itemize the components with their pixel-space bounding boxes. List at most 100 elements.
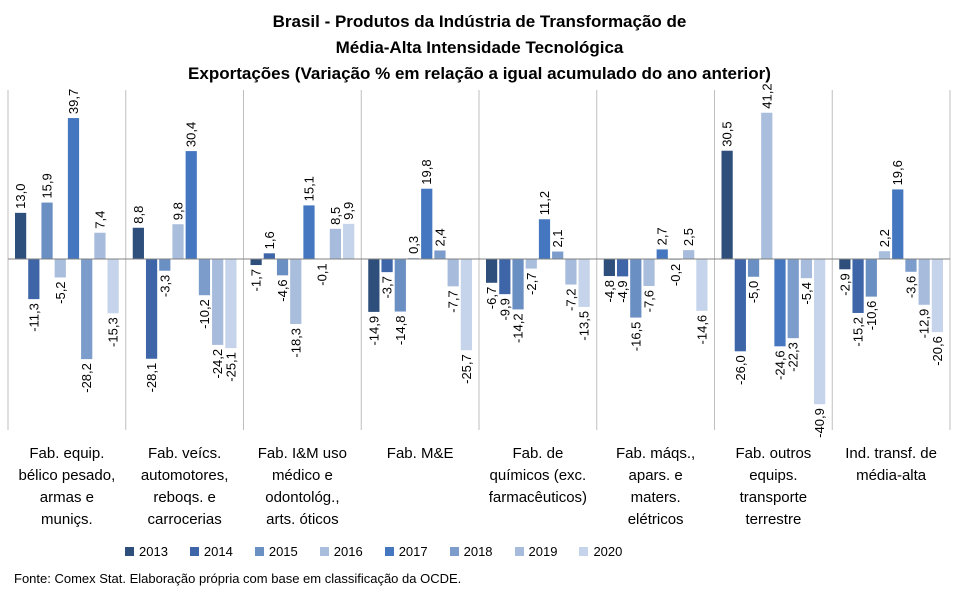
data-label-2014-cat-3: -3,7 [380,276,395,298]
bar-2017-cat-1 [185,151,197,259]
legend-swatch [189,546,199,556]
category-label-line: químicos (exc. [489,467,587,484]
bar-2018-cat-7 [905,259,917,272]
data-label-2014-cat-4: -9,9 [497,298,512,320]
legend-label: 2015 [268,543,298,559]
bar-2016-cat-0 [54,259,66,278]
category-label-5: Fab. máqs., apars. e maters. elétricos [599,443,713,531]
category-label-6: Fab. outros equips. transporte terrestre [716,443,830,531]
legend-item-2016: 2016 [319,543,363,559]
bar-2019-cat-0 [94,232,106,259]
data-label-2013-cat-3: -14,9 [366,316,381,346]
data-label-2015-cat-4: -14,2 [511,313,526,343]
bar-2017-cat-6 [774,259,786,347]
data-label-2014-cat-7: -15,2 [851,317,866,347]
category-label-line: Fab. máqs., [616,445,696,462]
data-label-2017-cat-4: 11,2 [537,191,552,215]
category-label-line: transporte [739,489,808,506]
category-label-line: reboqs. e [153,489,216,506]
bar-2013-cat-3 [368,259,380,312]
bar-2013-cat-1 [132,227,144,259]
bar-2017-cat-0 [67,118,80,259]
bar-2018-cat-0 [81,259,93,360]
data-label-2019-cat-5: 2,5 [681,228,696,246]
bar-2013-cat-6 [721,150,733,259]
category-label-line: arts. óticos [266,511,339,528]
category-label-line: Fab. I&M uso [257,445,347,462]
legend-label: 2016 [333,543,363,559]
data-label-2013-cat-6: 30,5 [720,121,735,146]
category-label-line: Fab. de [512,445,564,462]
bar-2020-cat-5 [696,259,708,311]
bar-2018-cat-3 [434,250,446,259]
category-label-line: médico e [271,467,333,484]
legend-item-2015: 2015 [254,543,298,559]
data-label-2018-cat-7: -3,6 [903,276,918,298]
bar-2013-cat-5 [603,259,615,277]
bar-2019-cat-2 [329,228,342,259]
bar-2017-cat-3 [421,188,433,259]
bar-2016-cat-7 [878,251,891,259]
data-label-2018-cat-6: -22,3 [786,342,801,372]
data-label-2017-cat-0: 39,7 [66,89,81,114]
data-label-2020-cat-3: -25,7 [459,354,474,384]
bar-2016-cat-4 [525,259,537,269]
bar-2014-cat-7 [852,259,864,313]
category-label-line: equips. [749,467,798,484]
data-label-2014-cat-6: -26,0 [733,355,748,385]
data-label-2014-cat-0: -11,3 [26,303,41,332]
data-label-2019-cat-3: -7,7 [446,290,461,312]
bar-2018-cat-1 [198,259,211,296]
legend-label: 2018 [463,543,493,559]
data-label-2016-cat-6: 41,2 [759,83,774,108]
legend-swatch [384,546,394,556]
legend-swatch [319,546,329,556]
data-label-2015-cat-3: -14,8 [393,316,408,346]
data-label-2018-cat-2: -0,1 [315,263,330,285]
data-label-2019-cat-6: -5,4 [799,282,814,304]
data-label-2017-cat-5: 2,7 [655,227,670,245]
data-label-2019-cat-4: -7,2 [563,289,578,311]
bar-2017-cat-5 [656,249,668,259]
bar-2015-cat-1 [159,259,171,271]
data-label-2013-cat-1: 8,8 [131,206,146,224]
data-label-2016-cat-1: 9,8 [171,202,186,220]
legend-item-2018: 2018 [449,543,493,559]
data-label-2018-cat-5: -0,2 [668,264,683,286]
data-label-2017-cat-2: 15,1 [301,176,316,201]
data-label-2014-cat-1: -28,1 [144,363,159,393]
legend-swatch [449,546,459,556]
bar-2016-cat-6 [761,112,773,260]
legend-swatch [254,546,264,556]
data-label-2020-cat-0: -15,3 [106,317,121,347]
category-label-line: Fab. veícs. [147,445,222,462]
data-label-2014-cat-2: 1,6 [262,231,277,249]
bar-2019-cat-4 [565,259,577,285]
category-label-line: média-alta [856,467,927,484]
category-label-line: odontológ., [265,489,340,506]
chart-legend: 2013 2014 2015 2016 2017 2018 2019 2020 [125,543,644,559]
category-label-line: Fab. equip. [29,445,105,462]
category-label-line: terrestre [745,511,802,528]
category-label-line: apars. e [628,467,683,484]
category-label-line: armas e [39,489,94,506]
data-label-2015-cat-7: -10,6 [864,301,879,331]
data-label-2016-cat-4: -2,7 [524,273,539,295]
data-label-2013-cat-5: -4,8 [602,280,617,302]
chart-title-line-3: Exportações (Variação % em relação a igu… [188,64,771,83]
category-label-line: maters. [630,489,681,506]
bar-2015-cat-5 [630,259,642,318]
data-label-2019-cat-2: 8,5 [328,207,343,225]
data-label-2015-cat-2: -4,6 [275,279,290,301]
category-label-0: Fab. equip. bélico pesado, armas e muniçs. [10,443,124,531]
bar-2014-cat-4 [499,259,511,295]
bar-2019-cat-6 [800,259,813,279]
bar-2014-cat-3 [381,259,393,273]
data-label-2017-cat-3: 19,8 [419,159,434,184]
legend-item-2013: 2013 [125,544,168,559]
data-label-2019-cat-7: -12,9 [917,309,932,339]
bar-2019-cat-7 [918,259,930,305]
bar-2013-cat-4 [486,259,498,283]
data-label-2020-cat-6: -40,9 [812,408,827,438]
